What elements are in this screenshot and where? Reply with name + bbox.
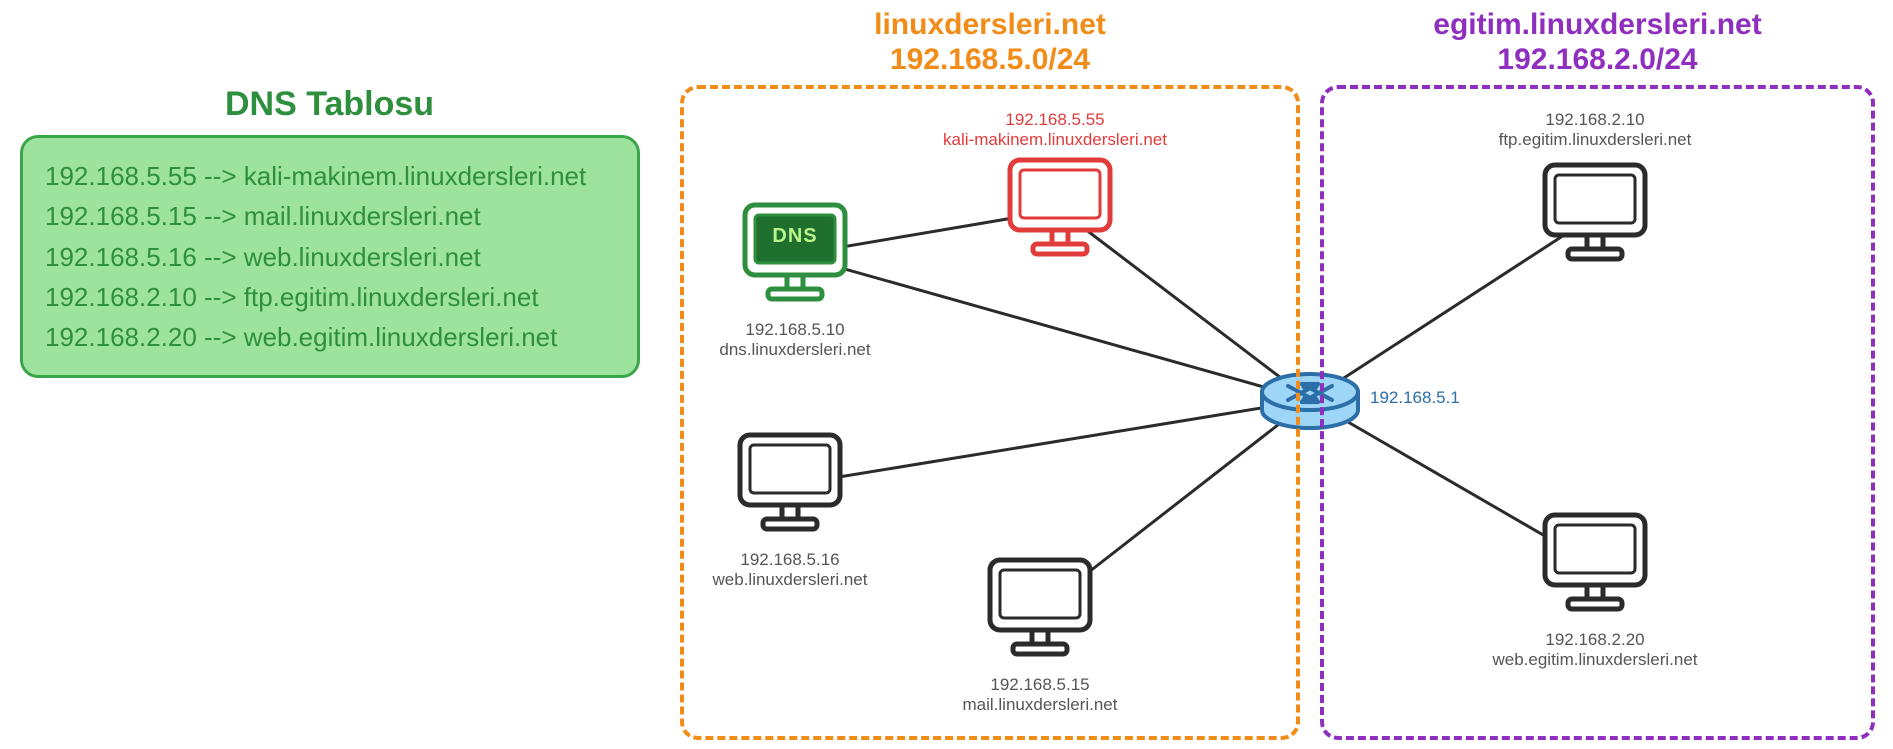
host-ip: 192.168.5.10 xyxy=(745,320,844,339)
dns-table-row: 192.168.5.16 --> web.linuxdersleri.net xyxy=(45,237,615,277)
dns-table-row: 192.168.2.20 --> web.egitim.linuxdersler… xyxy=(45,317,615,357)
dns-table-title: DNS Tablosu xyxy=(225,85,434,124)
network-b-subnet: 192.168.2.0/24 xyxy=(1497,43,1697,76)
dns-table-row: 192.168.5.15 --> mail.linuxdersleri.net xyxy=(45,196,615,236)
host-ip: 192.168.2.10 xyxy=(1545,110,1644,129)
dns-table-row: 192.168.5.55 --> kali-makinem.linuxdersl… xyxy=(45,156,615,196)
dns-screen-text: DNS xyxy=(755,225,835,248)
host-ip: 192.168.5.15 xyxy=(990,675,1089,694)
dns-table-box: 192.168.5.55 --> kali-makinem.linuxdersl… xyxy=(20,135,640,378)
dns-table-row: 192.168.2.10 --> ftp.egitim.linuxdersler… xyxy=(45,277,615,317)
host-ip: 192.168.5.55 xyxy=(1005,110,1104,129)
host-domain: mail.linuxdersleri.net xyxy=(963,695,1118,714)
network-a-subnet: 192.168.5.0/24 xyxy=(890,43,1090,76)
network-b-domain: egitim.linuxdersleri.net xyxy=(1433,8,1761,41)
host-label: 192.168.5.15mail.linuxdersleri.net xyxy=(900,675,1180,714)
host-label: 192.168.5.55kali-makinem.linuxdersleri.n… xyxy=(915,110,1195,149)
network-a-domain: linuxdersleri.net xyxy=(874,8,1106,41)
host-domain: ftp.egitim.linuxdersleri.net xyxy=(1499,130,1692,149)
network-a-box xyxy=(680,85,1300,740)
host-label: 192.168.2.10ftp.egitim.linuxdersleri.net xyxy=(1455,110,1735,149)
host-domain: web.egitim.linuxdersleri.net xyxy=(1492,650,1697,669)
host-domain: kali-makinem.linuxdersleri.net xyxy=(943,130,1167,149)
host-label: 192.168.5.10dns.linuxdersleri.net xyxy=(655,320,935,359)
host-ip: 192.168.5.16 xyxy=(740,550,839,569)
host-domain: web.linuxdersleri.net xyxy=(713,570,868,589)
network-b-title: egitim.linuxdersleri.net 192.168.2.0/24 xyxy=(1320,8,1875,77)
network-a-title: linuxdersleri.net 192.168.5.0/24 xyxy=(680,8,1300,77)
router-label: 192.168.5.1 xyxy=(1370,388,1460,408)
host-label: 192.168.2.20web.egitim.linuxdersleri.net xyxy=(1455,630,1735,669)
host-domain: dns.linuxdersleri.net xyxy=(719,340,870,359)
host-ip: 192.168.2.20 xyxy=(1545,630,1644,649)
host-label: 192.168.5.16web.linuxdersleri.net xyxy=(650,550,930,589)
